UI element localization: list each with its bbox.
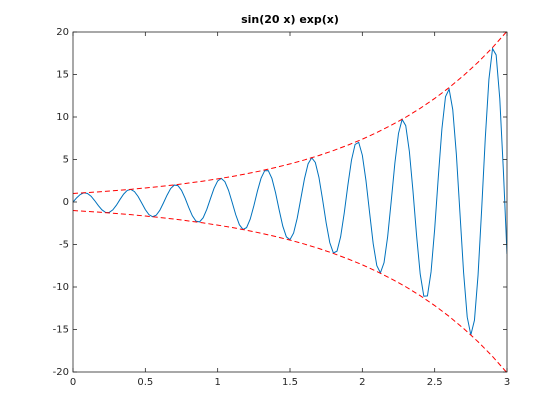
- x-tick-label: 2.5: [427, 377, 443, 388]
- y-tick-label: 0: [63, 197, 69, 208]
- plot-area: [73, 32, 507, 372]
- y-tick-label: 15: [56, 70, 69, 81]
- plot-lines: [73, 32, 507, 372]
- y-tick-label: -10: [53, 282, 69, 293]
- x-tick-label: 0: [70, 377, 76, 388]
- y-tick-label: -20: [53, 367, 69, 378]
- y-tick-label: -5: [59, 240, 69, 251]
- x-tick-label: 3: [504, 377, 510, 388]
- x-tick-label: 1.5: [282, 377, 298, 388]
- chart-title: sin(20 x) exp(x): [241, 13, 339, 26]
- x-tick-label: 1: [214, 377, 220, 388]
- data-line: [73, 32, 507, 194]
- x-tick-label: 0.5: [137, 377, 153, 388]
- data-line: [73, 210, 507, 372]
- y-tick-label: 5: [63, 155, 69, 166]
- y-tick-label: 20: [56, 27, 69, 38]
- x-tick-label: 2: [359, 377, 365, 388]
- y-tick-label: -15: [53, 325, 69, 336]
- y-tick-label: 10: [56, 112, 69, 123]
